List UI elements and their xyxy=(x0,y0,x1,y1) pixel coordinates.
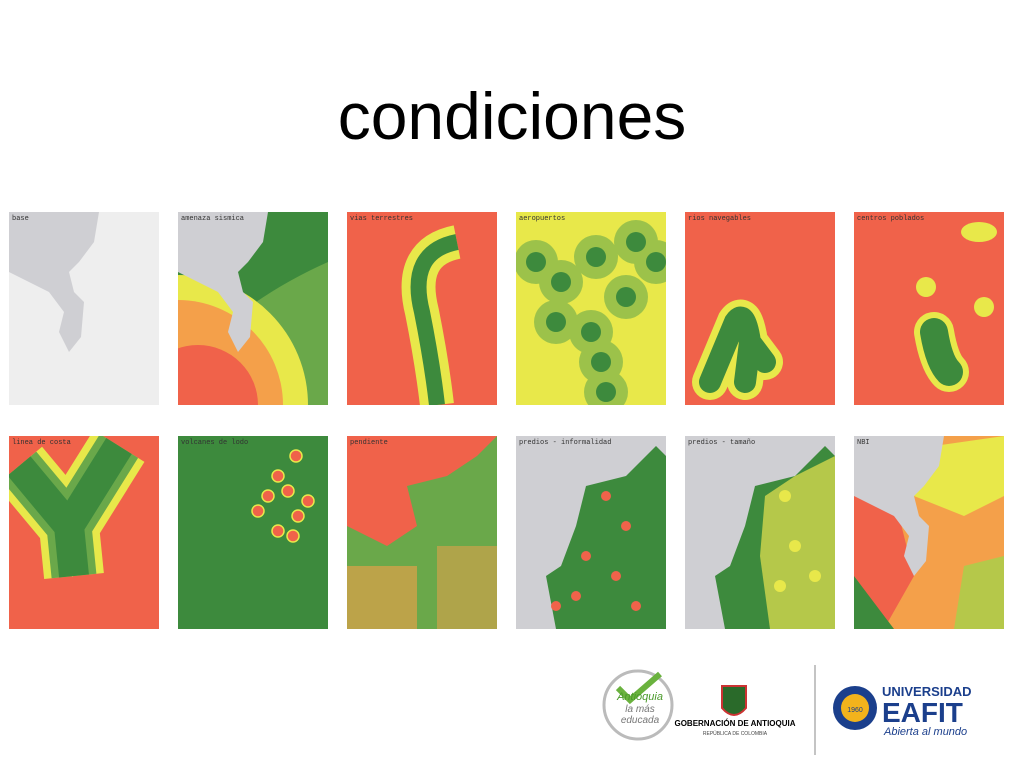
map-label: base xyxy=(12,215,29,223)
map-label: predios - informalidad xyxy=(519,439,611,447)
map-thumbnail: linea de costa xyxy=(9,436,159,629)
map-label: amenaza sismica xyxy=(181,215,244,223)
slide-title: condiciones xyxy=(337,79,687,153)
map-thumbnail: aeropuertos xyxy=(516,212,666,405)
logo-text: UNIVERSIDAD xyxy=(882,684,972,699)
map-label: vias terrestres xyxy=(350,215,413,223)
gobernacion-logo: GOBERNACIÓN DE ANTIOQUIA REPÚBLICA DE CO… xyxy=(674,685,796,737)
map-label: predios - tamaño xyxy=(688,439,755,447)
map-label: centros poblados xyxy=(857,215,924,223)
map-thumbnail: base xyxy=(9,212,159,405)
map-label: aeropuertos xyxy=(519,215,565,223)
map-label: rios navegables xyxy=(688,215,751,223)
logo-text: EAFIT xyxy=(882,697,963,728)
map-thumbnail: predios - informalidad xyxy=(516,436,666,629)
map-thumbnail: rios navegables xyxy=(685,212,835,405)
logo-text: Antioquia xyxy=(616,691,663,703)
map-thumbnail: NBI xyxy=(854,436,1004,629)
logo-text: Abierta al mundo xyxy=(883,726,967,738)
antioquia-logo: Antioquia la más educada xyxy=(602,669,674,741)
map-thumbnail: volcanes de lodo xyxy=(178,436,328,629)
map-label: pendiente xyxy=(350,439,388,447)
map-thumbnail: vias terrestres xyxy=(347,212,497,405)
map-label: volcanes de lodo xyxy=(181,439,248,447)
logo-text: educada xyxy=(621,715,660,726)
map-thumbnail: predios - tamaño xyxy=(685,436,835,629)
map-thumbnail: amenaza sismica xyxy=(178,212,328,405)
logo-text: GOBERNACIÓN DE ANTIOQUIA xyxy=(674,719,795,728)
eafit-logo: 1960 UNIVERSIDAD EAFIT Abierta al mundo xyxy=(833,684,972,738)
logo-text: REPÚBLICA DE COLOMBIA xyxy=(703,730,768,737)
logos: Antioquia la más educada GOBERNACIÓN DE … xyxy=(602,665,972,755)
map-label: NBI xyxy=(857,439,870,447)
map-thumbnail: pendiente xyxy=(347,436,497,629)
logo-text: la más xyxy=(625,704,654,715)
map-thumbnail: centros poblados xyxy=(854,212,1004,405)
logo-text: 1960 xyxy=(847,707,863,714)
map-label: linea de costa xyxy=(12,439,71,447)
